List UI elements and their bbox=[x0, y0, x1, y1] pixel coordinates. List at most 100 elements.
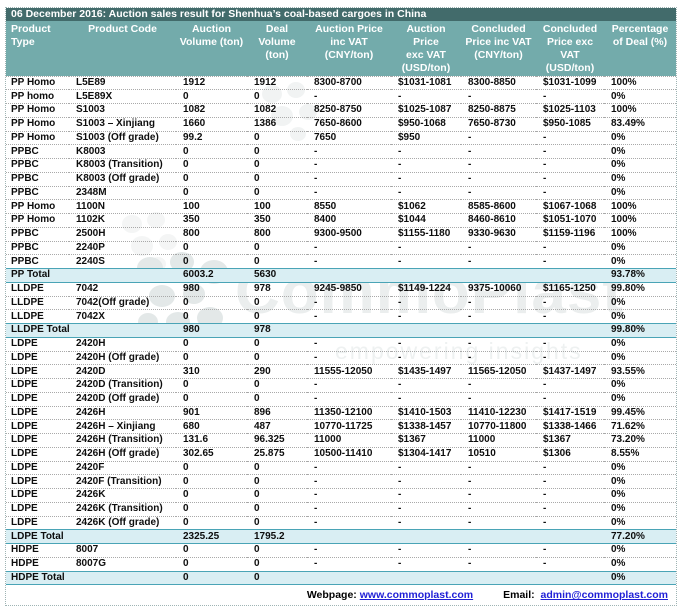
cell: 100% bbox=[604, 75, 676, 90]
cell: 9300-9500 bbox=[307, 226, 391, 241]
cell: - bbox=[461, 378, 536, 393]
cell: - bbox=[391, 460, 461, 475]
cell: 7042X bbox=[69, 309, 176, 324]
cell bbox=[69, 268, 176, 283]
table-row: LDPE 2420H (Off grade) 0 0- - - -0% bbox=[6, 350, 676, 365]
cell: PPBC bbox=[6, 185, 69, 200]
cell: $1367 bbox=[391, 433, 461, 448]
cell: S1003 bbox=[69, 103, 176, 118]
webpage-label: Webpage: bbox=[306, 589, 357, 602]
cell bbox=[461, 570, 536, 586]
cell: K8003 bbox=[69, 144, 176, 159]
cell: $1159-1196 bbox=[536, 226, 604, 241]
cell: - bbox=[536, 460, 604, 475]
cell: 2426H (Transition) bbox=[69, 433, 176, 448]
cell: - bbox=[391, 378, 461, 393]
cell bbox=[536, 529, 604, 544]
cell: PPBC bbox=[6, 226, 69, 241]
cell: PP Homo bbox=[6, 116, 69, 131]
cell: - bbox=[461, 254, 536, 269]
cell: 487 bbox=[247, 419, 307, 434]
cell: LDPE bbox=[6, 433, 69, 448]
email-link[interactable]: admin@commoplast.com bbox=[540, 589, 668, 602]
cell: HDPE Total bbox=[6, 570, 69, 586]
cell: PPBC bbox=[6, 254, 69, 269]
cell: - bbox=[391, 350, 461, 365]
cell: - bbox=[391, 185, 461, 200]
cell: 0 bbox=[176, 515, 247, 530]
cell: - bbox=[536, 391, 604, 406]
cell: $1338-1466 bbox=[536, 419, 604, 434]
cell: - bbox=[461, 185, 536, 200]
cell: - bbox=[536, 130, 604, 145]
table-row: PP Homo 1102K 350 350 8400 $1044 8460-8610 $105… bbox=[6, 213, 676, 228]
cell: 980 bbox=[176, 323, 247, 338]
cell: 83.49% bbox=[604, 116, 676, 131]
cell: 8007 bbox=[69, 543, 176, 558]
cell: $1410-1503 bbox=[391, 405, 461, 420]
table-row: LDPE 2420F (Transition) 0 0- - - -0% bbox=[6, 474, 676, 489]
cell: 0% bbox=[604, 378, 676, 393]
cell: 100 bbox=[247, 199, 307, 214]
cell: 0 bbox=[176, 336, 247, 351]
cell: - bbox=[307, 556, 391, 571]
cell: - bbox=[391, 543, 461, 558]
cell: 8300-8700 bbox=[307, 75, 391, 90]
cell: PPBC bbox=[6, 171, 69, 186]
cell: - bbox=[536, 350, 604, 365]
webpage-link[interactable]: www.commoplast.com bbox=[359, 589, 474, 602]
email-label: Email: bbox=[503, 589, 535, 602]
cell: 10770-11800 bbox=[461, 419, 536, 434]
cell: - bbox=[391, 336, 461, 351]
cell: 0 bbox=[247, 254, 307, 269]
table-row: LLDPE 7042X 0 0- - - -0% bbox=[6, 309, 676, 324]
cell: 0 bbox=[247, 474, 307, 489]
cell: - bbox=[391, 474, 461, 489]
cell: 0 bbox=[247, 158, 307, 173]
cell: - bbox=[536, 144, 604, 159]
cell: 11565-12050 bbox=[461, 364, 536, 379]
cell: 0% bbox=[604, 336, 676, 351]
cell: 10500-11410 bbox=[307, 446, 391, 461]
cell: 350 bbox=[176, 213, 247, 228]
total-row: PP Total 6003.2 5630 93.78% bbox=[6, 268, 676, 283]
cell: 100% bbox=[604, 199, 676, 214]
cell: LDPE bbox=[6, 419, 69, 434]
cell: LDPE bbox=[6, 391, 69, 406]
cell: - bbox=[307, 501, 391, 516]
cell: 99.80% bbox=[604, 323, 676, 338]
table-row: PP homo L5E89X 0 0- - - -0% bbox=[6, 89, 676, 104]
col-product-type: Product Type bbox=[6, 21, 69, 76]
cell: - bbox=[391, 556, 461, 571]
cell: - bbox=[307, 295, 391, 310]
cell: 0 bbox=[247, 171, 307, 186]
col-auction-price-inc-vat: Auction Price inc VAT (CNY/ton) bbox=[307, 21, 391, 76]
cell bbox=[69, 323, 176, 338]
cell: 0% bbox=[604, 309, 676, 324]
table-row: LDPE 2426H – Xinjiang 680 487 10770-11725 $13… bbox=[6, 419, 676, 434]
cell: 1660 bbox=[176, 116, 247, 131]
cell: 8460-8610 bbox=[461, 213, 536, 228]
cell: 100% bbox=[604, 213, 676, 228]
cell bbox=[69, 570, 176, 586]
cell: - bbox=[461, 474, 536, 489]
cell: $1437-1497 bbox=[536, 364, 604, 379]
cell: 9245-9850 bbox=[307, 281, 391, 296]
cell: - bbox=[461, 391, 536, 406]
cell: - bbox=[307, 185, 391, 200]
cell: 0 bbox=[247, 130, 307, 145]
cell: 6003.2 bbox=[176, 268, 247, 283]
cell: - bbox=[391, 89, 461, 104]
cell: LLDPE bbox=[6, 295, 69, 310]
cell: 0% bbox=[604, 556, 676, 571]
cell: 10510 bbox=[461, 446, 536, 461]
cell: - bbox=[307, 336, 391, 351]
cell: 8250-8750 bbox=[307, 103, 391, 118]
cell: 11410-12230 bbox=[461, 405, 536, 420]
col-auction-volume: Auction Volume (ton) bbox=[176, 21, 247, 76]
total-row: LLDPE Total 980 978 99.80% bbox=[6, 323, 676, 338]
cell: $1025-1103 bbox=[536, 103, 604, 118]
cell: 9330-9630 bbox=[461, 226, 536, 241]
table-row: PPBC K8003 0 0- - - -0% bbox=[6, 144, 676, 159]
table-row: PPBC K8003 (Transition) 0 0- - - -0% bbox=[6, 158, 676, 173]
